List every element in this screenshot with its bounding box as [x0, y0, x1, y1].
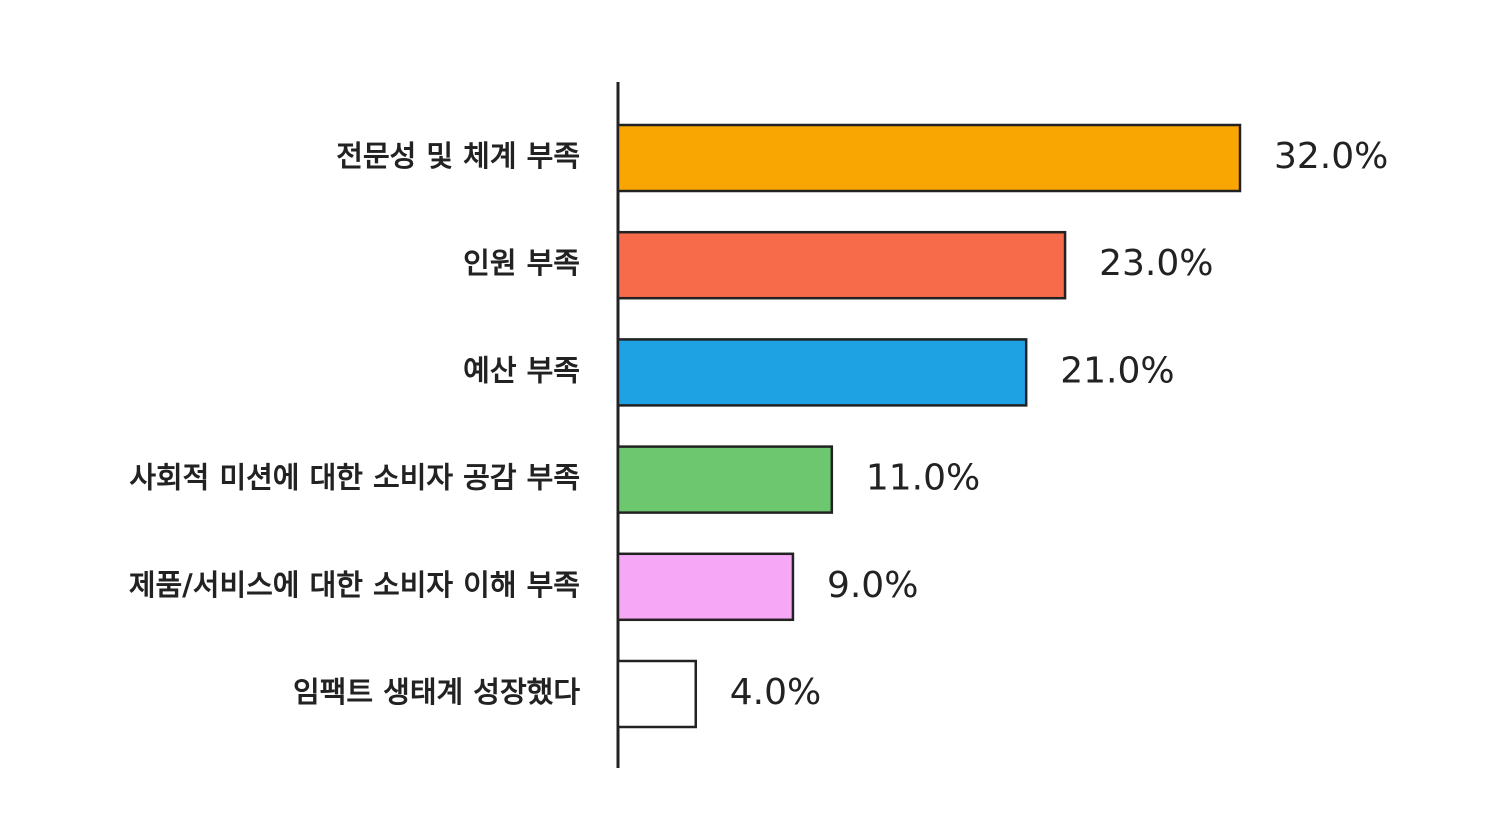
bar — [616, 338, 1028, 407]
category-label: 제품/서비스에 대한 소비자 이해 부족 — [129, 568, 580, 602]
category-label: 인원 부족 — [463, 246, 580, 280]
bar — [616, 230, 1067, 300]
value-label: 32.0% — [1274, 136, 1388, 177]
bar — [616, 445, 834, 514]
category-label: 임팩트 생태계 성장했다 — [293, 675, 580, 709]
category-label: 예산 부족 — [463, 353, 580, 387]
value-label: 21.0% — [1060, 350, 1174, 391]
bar — [616, 552, 795, 622]
category-label: 전문성 및 체계 부족 — [336, 139, 580, 173]
value-label: 23.0% — [1099, 243, 1213, 284]
value-label: 4.0% — [730, 672, 821, 713]
bar — [616, 659, 697, 729]
category-label: 사회적 미션에 대한 소비자 공감 부족 — [129, 461, 580, 495]
bar — [616, 123, 1242, 193]
value-label: 9.0% — [827, 565, 918, 606]
value-label: 11.0% — [866, 458, 980, 499]
